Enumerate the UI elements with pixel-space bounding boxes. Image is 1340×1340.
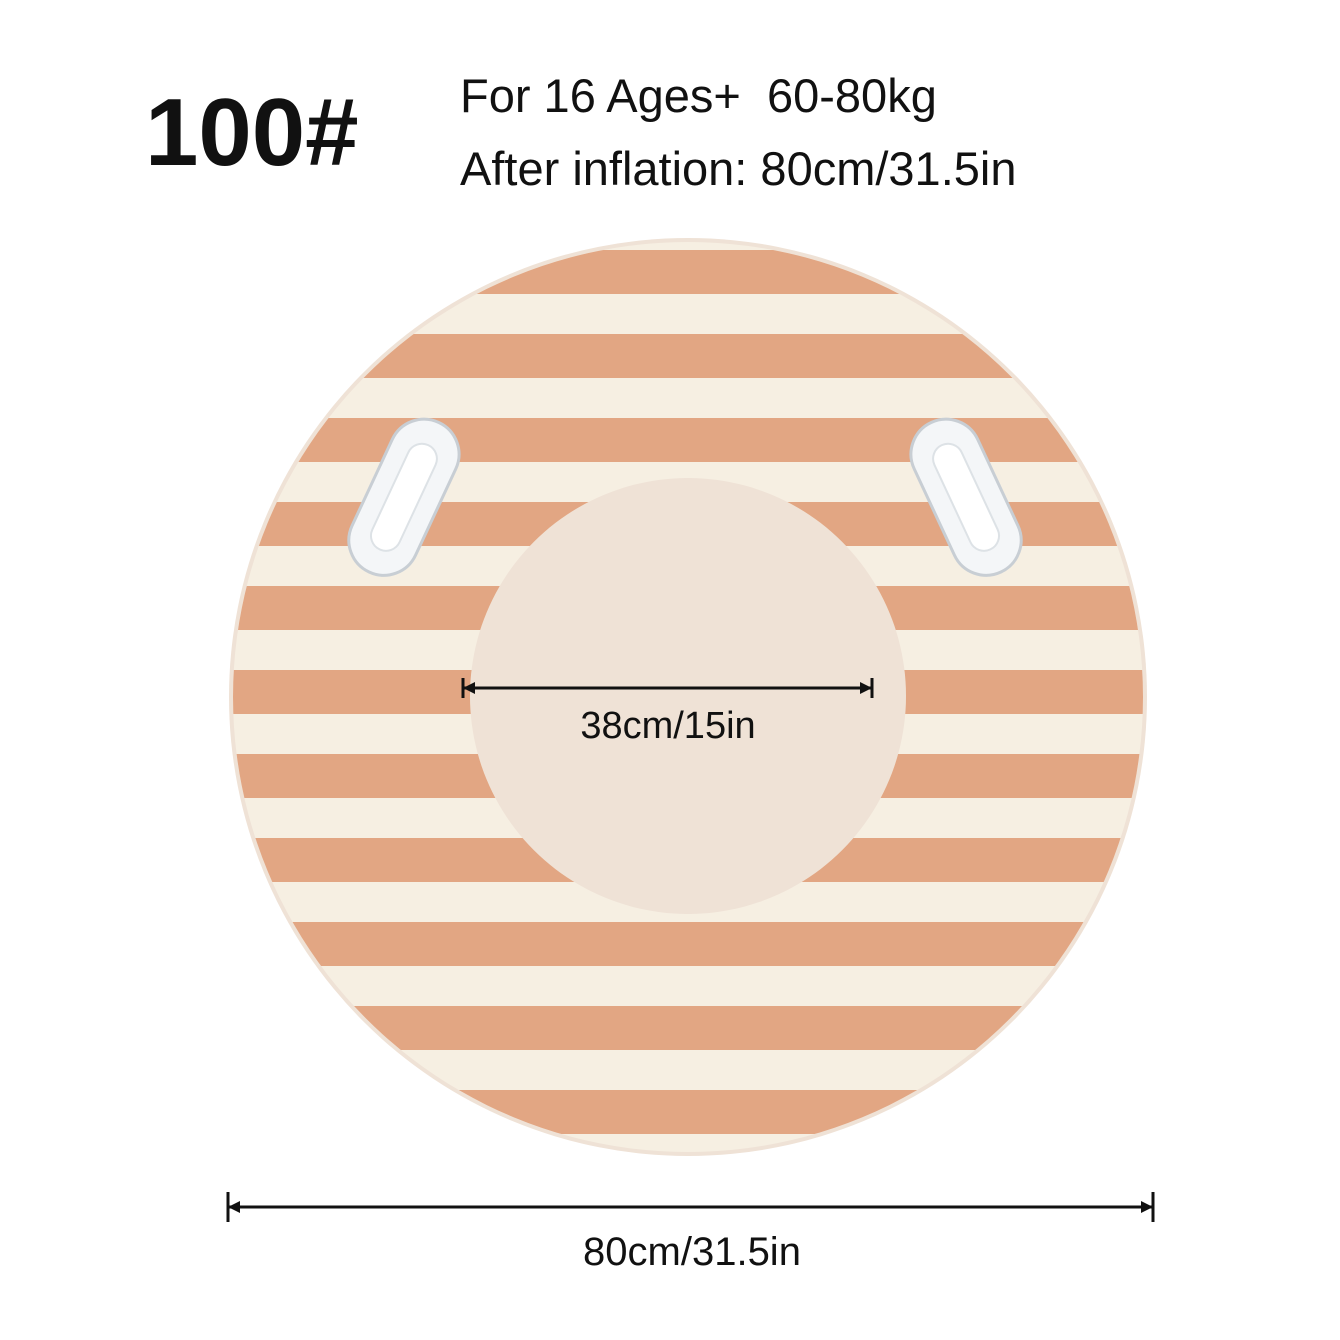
stripe (233, 418, 1144, 462)
swim-ring (229, 238, 1147, 1156)
stripe (233, 250, 1144, 294)
handle-right (909, 417, 1023, 577)
stripe (233, 1006, 1144, 1050)
spec-line: For 16 Ages+ 60-80kg (460, 69, 937, 122)
outer-diameter-label: 80cm/31.5in (583, 1230, 801, 1274)
stripe (233, 1090, 1144, 1134)
handle-left (347, 417, 461, 577)
inner-dimension: 38cm/15in (461, 678, 874, 747)
spec-line: After inflation: 80cm/31.5in (460, 142, 1016, 195)
inner-diameter-label: 38cm/15in (580, 705, 755, 747)
stripe (233, 334, 1144, 378)
outer-dimension: 80cm/31.5in (226, 1192, 1155, 1274)
model-title: 100# (145, 79, 359, 186)
stripe (233, 922, 1144, 966)
